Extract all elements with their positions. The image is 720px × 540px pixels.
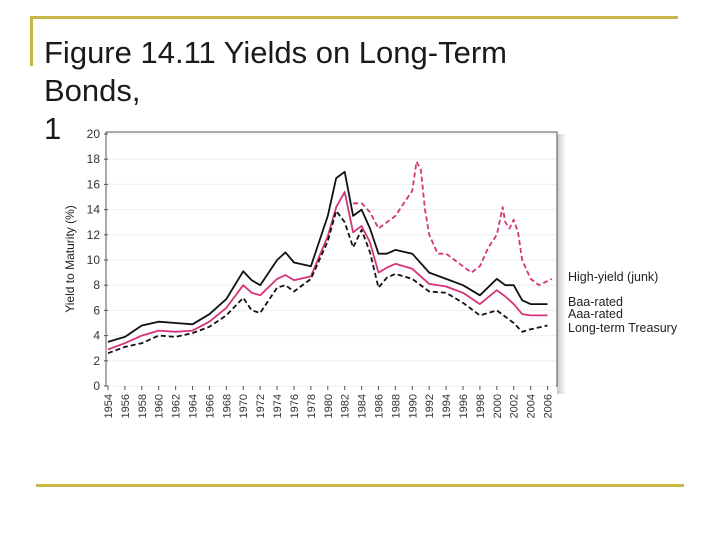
slide-title-line-3: 1 [44, 111, 62, 146]
y-tick-label: 14 [87, 203, 101, 217]
x-tick-label: 1992 [424, 394, 436, 418]
y-axis-label: Yield to Maturity (%) [63, 205, 77, 313]
y-tick-label: 16 [87, 177, 101, 191]
y-tick-label: 18 [87, 152, 101, 166]
chart-container: 0 2 4 6 8 10 12 14 16 18 20 1954 1956 1958 1960 1962 19… [60, 124, 700, 432]
x-tick-label: 1990 [407, 394, 419, 418]
slide-title-line-2: Bonds, [44, 73, 141, 108]
y-tick-label: 8 [93, 278, 100, 292]
x-tick-label: 1970 [238, 394, 250, 418]
y-tick-label: 20 [87, 127, 101, 141]
x-tick-label: 1964 [188, 394, 200, 418]
legend-label: Long-term Treasury [568, 321, 678, 335]
x-tick-label: 1968 [221, 394, 233, 418]
y-tick-label: 4 [93, 329, 100, 343]
y-tick-label: 0 [93, 379, 100, 393]
slide-title-line-1: Figure 14.11 Yields on Long-Term [44, 35, 507, 70]
top-rule [30, 16, 678, 19]
x-tick-label: 1962 [171, 394, 183, 418]
x-tick-label: 2006 [543, 394, 555, 418]
x-tick-label: 1988 [390, 394, 402, 418]
bottom-rule [36, 484, 684, 487]
x-tick-label: 1984 [357, 394, 369, 418]
x-tick-label: 2002 [509, 394, 521, 418]
x-tick-label: 1976 [289, 394, 301, 418]
series-line-high-yield-junk [353, 160, 553, 287]
plot-shadow [557, 134, 566, 394]
x-tick-label: 1972 [255, 394, 267, 418]
x-tick-label: 1960 [154, 394, 166, 418]
x-tick-label: 1974 [272, 394, 284, 418]
legend-label: Baa-rated [568, 295, 623, 309]
y-tick-label: 10 [87, 253, 101, 267]
legend-label: High-yield (junk) [568, 270, 658, 284]
slide-title: Figure 14.11 Yields on Long-Term Bonds, … [44, 34, 644, 148]
series-line-long-term-treasury [107, 210, 548, 355]
x-tick-label: 1956 [120, 394, 132, 418]
x-tick-label: 1996 [458, 394, 470, 418]
y-tick-label: 2 [93, 354, 100, 368]
y-tick-label: 6 [93, 303, 100, 317]
series-line-baa-rated [107, 170, 548, 343]
x-tick-label: 1954 [103, 394, 115, 418]
x-tick-label: 1998 [475, 394, 487, 418]
x-tick-label: 2004 [526, 394, 538, 418]
y-tick-label: 12 [87, 228, 101, 242]
series-line-aaa-rated [107, 191, 548, 351]
bond-yields-chart: 0 2 4 6 8 10 12 14 16 18 20 1954 1956 1958 1960 1962 19… [63, 127, 678, 418]
legend-label: Aaa-rated [568, 307, 623, 321]
plot-area [105, 131, 558, 387]
x-tick-label: 1966 [204, 394, 216, 418]
x-tick-label: 1980 [323, 394, 335, 418]
left-rule [30, 16, 33, 66]
x-tick-label: 1958 [137, 394, 149, 418]
x-tick-label: 1994 [441, 394, 453, 418]
x-tick-label: 1978 [306, 394, 318, 418]
x-tick-label: 1982 [340, 394, 352, 418]
x-tick-label: 2000 [492, 394, 504, 418]
x-tick-label: 1986 [373, 394, 385, 418]
